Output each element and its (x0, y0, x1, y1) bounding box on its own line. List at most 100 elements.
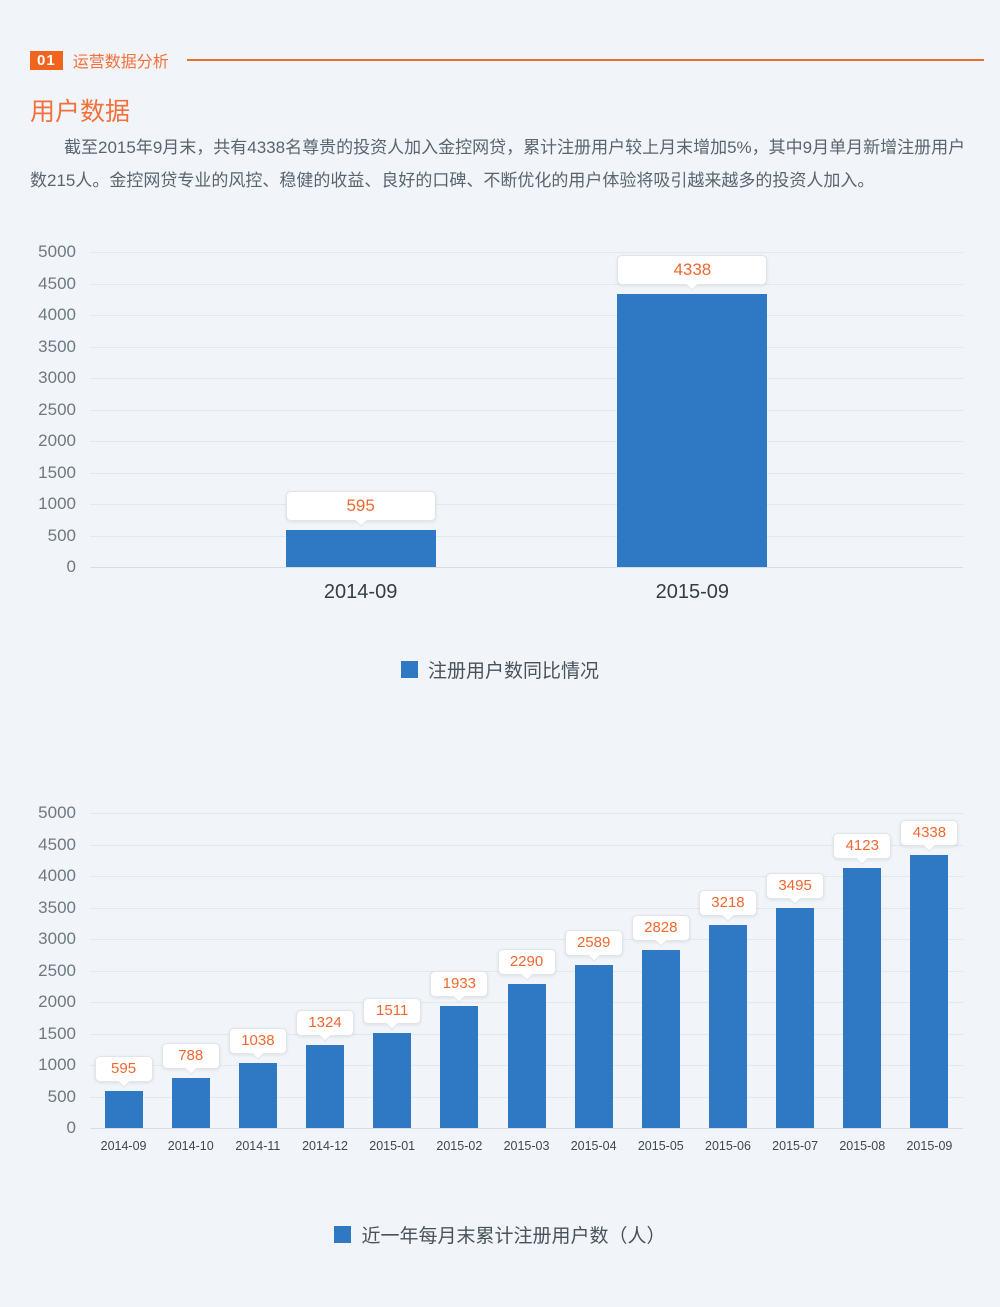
x-axis-tick-label: 2015-01 (369, 1139, 416, 1153)
bar-2015-09 (910, 854, 949, 1128)
data-label-2015-09: 4338 (900, 819, 959, 846)
gridline (90, 907, 963, 909)
bar-2015-03 (507, 983, 546, 1128)
gridline (90, 315, 963, 316)
x-axis-tick-label: 2015-09 (906, 1139, 953, 1153)
data-label-2015-09: 4338 (617, 254, 768, 285)
x-axis-tick-label: 2015-05 (637, 1139, 684, 1153)
y-axis-tick-label: 3000 (38, 368, 76, 387)
y-axis-tick-label: 4000 (38, 305, 76, 324)
data-label-2014-09: 595 (94, 1055, 153, 1082)
y-axis: 0 500 1000 1500 2000 2500 3000 3500 4000 4500 5000 (14, 242, 76, 576)
legend-label: 近一年每月末累计注册用户数（人） (361, 1226, 666, 1247)
x-axis-tick-label: 2014-11 (235, 1139, 281, 1153)
gridline (90, 939, 963, 940)
x-axis-tick-label: 2015-09 (655, 581, 730, 603)
data-label-2014-11: 1038 (228, 1027, 287, 1054)
bar-2014-10 (171, 1078, 210, 1128)
y-axis-tick-label: 500 (47, 1086, 76, 1106)
gridline (90, 567, 963, 568)
data-label-2014-12: 1324 (296, 1009, 355, 1036)
y-axis-tick-label: 2000 (38, 992, 76, 1011)
legend-swatch (334, 1226, 352, 1243)
x-axis-tick-label: 2015-07 (772, 1139, 819, 1153)
data-label-2015-01: 1511 (363, 997, 422, 1024)
gridline (90, 844, 963, 846)
header-divider-line (186, 59, 984, 61)
gridline (90, 813, 963, 814)
x-axis-tick-label: 2015-02 (436, 1139, 483, 1153)
chart-monthly-cumulative-users: 0 500 1000 1500 2000 2500 3000 3500 4000 4500 5000… (38, 803, 963, 1247)
bar-2015-08 (843, 868, 882, 1128)
y-axis-tick-label: 5000 (38, 242, 76, 261)
x-axis-tick-label: 2014-09 (100, 1139, 147, 1153)
y-axis-tick-label: 1000 (38, 1055, 76, 1074)
legend: 近一年每月末累计注册用户数（人） (0, 1221, 1000, 1248)
y-axis-tick-label: 1500 (38, 1023, 76, 1043)
data-label-2015-07: 3495 (766, 872, 825, 899)
section-header: 01 运营数据分析 (30, 48, 984, 72)
gridline (90, 504, 963, 505)
gridline (90, 1128, 963, 1129)
page-title: 用户数据 (30, 98, 131, 126)
data-label-2015-03: 2290 (497, 948, 556, 975)
intro-paragraph: 截至2015年9月末，共有4338名尊贵的投资人加入金控网贷，累计注册用户较上月… (30, 138, 966, 190)
x-axis-tick-label: 2015-06 (705, 1139, 751, 1153)
legend: 注册用户数同比情况 (0, 656, 1000, 683)
gridline (90, 441, 963, 442)
gridline (90, 346, 963, 348)
y-axis: 0 500 1000 1500 2000 2500 3000 3500 4000 4500 5000 (14, 803, 76, 1137)
legend-swatch (400, 661, 418, 678)
section-header-title: 运营数据分析 (72, 54, 169, 71)
bar-2015-06 (708, 925, 747, 1128)
bar-2015-07 (776, 907, 815, 1128)
data-label-2015-04: 2589 (564, 929, 623, 956)
y-axis-tick-label: 0 (66, 557, 76, 576)
x-axis-tick-label: 2015-03 (503, 1139, 550, 1153)
x-axis-tick-label: 2014-09 (323, 581, 398, 603)
y-axis-tick-label: 2000 (38, 431, 76, 450)
x-axis-tick-label: 2014-12 (302, 1139, 348, 1153)
y-axis-tick-label: 3500 (38, 897, 76, 917)
bar-2015-09 (617, 293, 768, 567)
x-axis-tick-label: 2015-04 (570, 1139, 617, 1153)
gridline (90, 252, 963, 253)
y-axis-tick-label: 4500 (38, 834, 76, 854)
gridline (90, 283, 963, 285)
x-axis-tick-label: 2014-10 (167, 1139, 214, 1153)
x-axis-tick-label: 2015-08 (839, 1139, 886, 1153)
y-axis-tick-label: 2500 (38, 399, 76, 419)
y-axis-tick-label: 4000 (38, 866, 76, 885)
gridline (90, 472, 963, 474)
chart-yoy-registered-users: 0 500 1000 1500 2000 2500 3000 3500 4000 4500 5000… (38, 242, 963, 682)
y-axis-tick-label: 0 (66, 1118, 76, 1137)
y-axis-tick-label: 1000 (38, 494, 76, 513)
y-axis-tick-label: 2500 (38, 960, 76, 980)
bar-2014-12 (306, 1044, 345, 1128)
bar-2015-04 (574, 964, 613, 1128)
bar-2014-09 (104, 1090, 143, 1128)
y-axis-tick-label: 3500 (38, 336, 76, 356)
y-axis-tick-label: 5000 (38, 803, 76, 822)
plot-area: 595 788 1038 1324 1511 1933 2290 2589 2828 3218 34… (90, 813, 963, 1129)
data-label-2015-05: 2828 (631, 914, 690, 941)
y-axis-tick-label: 500 (47, 525, 76, 545)
gridline (90, 409, 963, 411)
legend-label: 注册用户数同比情况 (427, 661, 599, 682)
data-label-2014-09: 595 (285, 490, 436, 521)
data-label-2015-06: 3218 (698, 890, 757, 917)
bar-2015-02 (440, 1006, 479, 1128)
gridline (90, 876, 963, 877)
data-label-2015-02: 1933 (430, 971, 489, 998)
y-axis-tick-label: 4500 (38, 273, 76, 293)
bar-2014-11 (238, 1062, 277, 1128)
gridline (90, 378, 963, 379)
y-axis-tick-label: 3000 (38, 929, 76, 948)
gridline (90, 535, 963, 537)
y-axis-tick-label: 1500 (38, 462, 76, 482)
data-label-2015-08: 4123 (833, 833, 892, 860)
bar-2014-09 (285, 529, 436, 567)
section-number-badge: 01 (30, 50, 63, 70)
plot-area: 595 4338 (90, 252, 963, 568)
data-label-2014-10: 788 (161, 1043, 220, 1070)
